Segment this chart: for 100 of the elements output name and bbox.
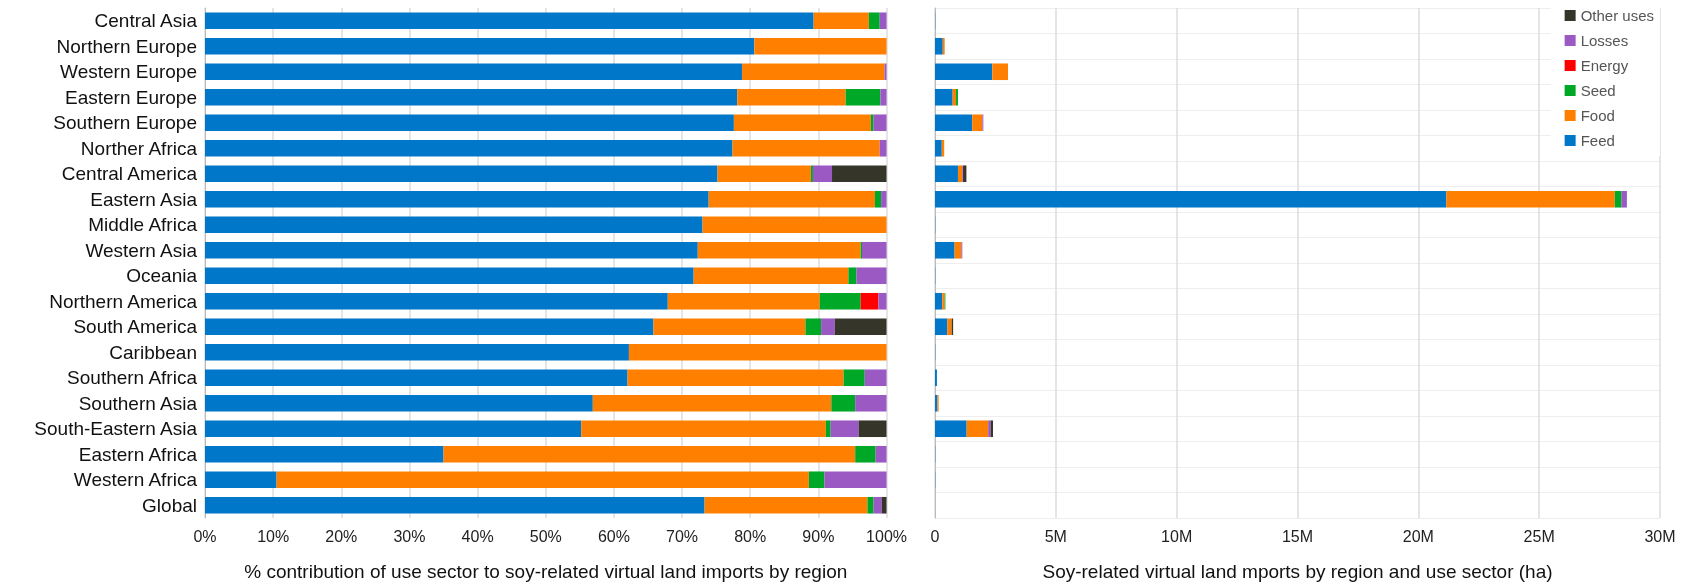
x-tick-label: 30%	[393, 527, 426, 545]
bar	[868, 12, 880, 30]
x-tick-label: 10%	[257, 527, 290, 545]
legend-label: Losses	[1580, 32, 1629, 49]
bar	[875, 445, 887, 463]
bar	[205, 343, 629, 361]
x-axis-title: % contribution of use sector to soy-related virtual land imports by region	[244, 561, 848, 582]
bar	[205, 63, 743, 81]
y-tick-label: Southern Europe	[53, 112, 197, 134]
legend-label: Seed	[1580, 82, 1616, 99]
bar	[858, 420, 887, 438]
bar	[205, 88, 738, 106]
bar	[742, 63, 885, 81]
bar	[830, 420, 859, 438]
x-tick-label: 5M	[1044, 527, 1067, 545]
x-tick-label: 100%	[866, 527, 907, 545]
bar	[860, 292, 879, 310]
y-tick-label: Eastern Africa	[78, 443, 198, 465]
y-tick-label: Southern Africa	[67, 367, 198, 389]
y-tick-label: Western Africa	[73, 469, 198, 491]
x-tick-label: 30M	[1644, 527, 1676, 545]
x-tick-label: 20M	[1402, 527, 1434, 545]
bar	[855, 394, 887, 412]
x-tick-label: 0%	[193, 527, 217, 545]
legend-label: Energy	[1580, 57, 1629, 74]
bar	[205, 318, 654, 336]
bar	[843, 369, 865, 387]
bar	[819, 292, 861, 310]
y-tick-label: Northern America	[49, 290, 198, 312]
bar	[205, 37, 755, 55]
bar	[935, 318, 948, 336]
bar	[733, 114, 871, 132]
bar	[935, 139, 942, 157]
bar	[935, 88, 953, 106]
bar	[810, 165, 813, 183]
bar	[205, 292, 668, 310]
bar	[205, 267, 694, 285]
bar	[935, 114, 973, 132]
bar	[952, 88, 957, 106]
bar	[205, 445, 444, 463]
bar	[754, 37, 887, 55]
bar	[881, 496, 887, 514]
bar	[205, 241, 698, 259]
bar	[935, 292, 943, 310]
bar	[881, 190, 887, 208]
bar	[1614, 190, 1622, 208]
bar	[581, 420, 826, 438]
x-tick-label: 60%	[597, 527, 630, 545]
bar	[870, 114, 874, 132]
x-tick-label: 25M	[1523, 527, 1555, 545]
bar	[821, 318, 835, 336]
bar	[205, 420, 582, 438]
bar	[276, 471, 809, 489]
x-tick-label: 0	[930, 527, 940, 545]
y-tick-label: Caribbean	[109, 341, 197, 363]
y-tick-label: Middle Africa	[88, 214, 198, 236]
bar	[874, 190, 882, 208]
bar	[856, 267, 887, 285]
x-tick-label: 70%	[666, 527, 699, 545]
bar	[873, 496, 882, 514]
bar	[653, 318, 806, 336]
legend-label: Food	[1580, 107, 1615, 124]
bar	[1621, 190, 1627, 208]
bar	[704, 496, 868, 514]
bar	[935, 190, 1447, 208]
bar	[864, 369, 887, 387]
bar	[737, 88, 846, 106]
bar	[205, 394, 593, 412]
bar	[702, 216, 887, 234]
bar	[813, 12, 869, 30]
y-tick-label: Eastern Asia	[90, 188, 198, 210]
bar	[667, 292, 820, 310]
bar	[205, 165, 718, 183]
bar	[592, 394, 832, 412]
bar	[880, 88, 887, 106]
bar	[972, 114, 983, 132]
bar	[825, 420, 831, 438]
bar	[873, 114, 887, 132]
legend-label: Feed	[1580, 132, 1615, 149]
y-tick-label: Central America	[61, 163, 198, 185]
y-tick-label: Western Asia	[85, 239, 198, 261]
bar	[717, 165, 811, 183]
bar	[855, 445, 876, 463]
bar	[935, 63, 993, 81]
y-tick-label: South-Eastern Asia	[34, 418, 198, 440]
bar	[205, 216, 703, 234]
bar	[832, 165, 887, 183]
bar	[812, 165, 833, 183]
bar	[205, 114, 734, 132]
bar	[693, 267, 849, 285]
bar	[1446, 190, 1615, 208]
bar	[205, 139, 733, 157]
bar	[628, 343, 887, 361]
bar	[831, 394, 856, 412]
bar	[966, 420, 989, 438]
bar	[935, 420, 967, 438]
bar	[732, 139, 880, 157]
bar	[205, 190, 709, 208]
bar	[878, 292, 887, 310]
x-tick-label: 90%	[802, 527, 835, 545]
